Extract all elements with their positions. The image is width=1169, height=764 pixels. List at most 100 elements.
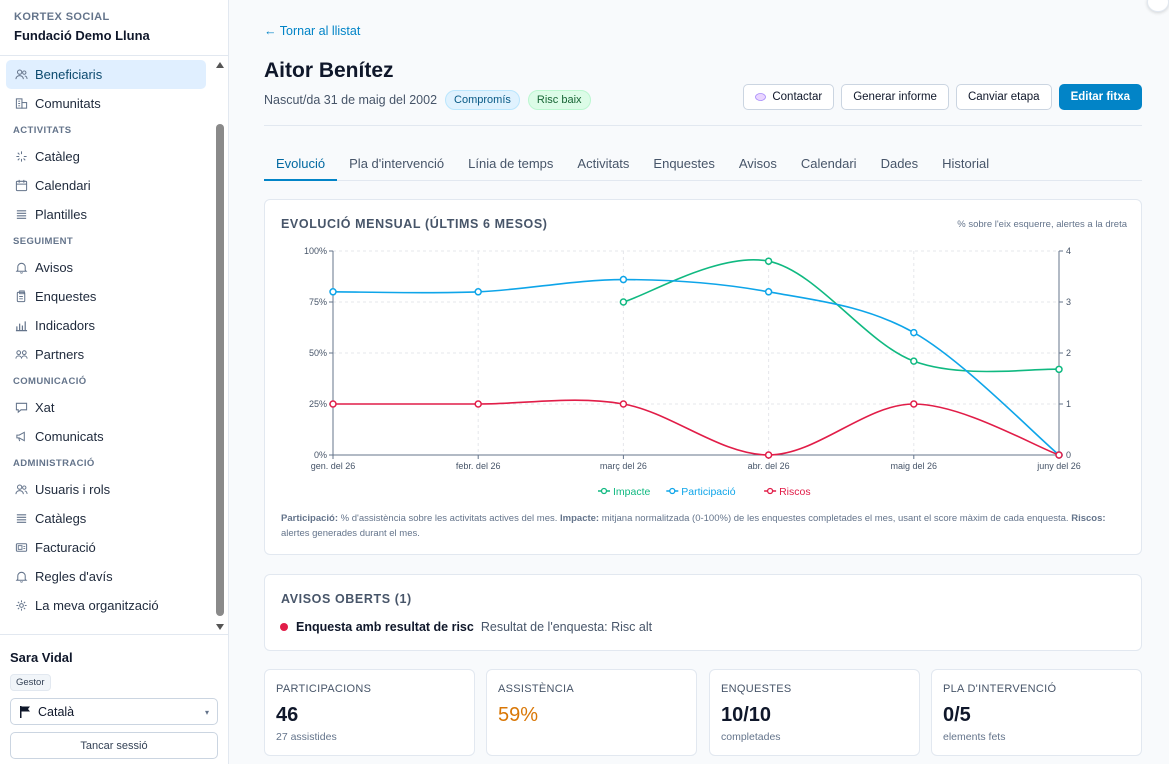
data-point-impacte <box>619 298 628 306</box>
evolution-line-chart: 0% 25% 50% 75% 100% 0 1 2 3 4 gen. del 26 febr. del… <box>304 246 1081 498</box>
risk-badge: Risc baix <box>527 90 591 110</box>
list-icon <box>14 208 28 222</box>
users-icon <box>14 68 28 82</box>
user-box: Sara Vidal Gestor Català ▾ Tancar sessió <box>0 634 229 764</box>
scroll-up-arrow-icon[interactable] <box>216 62 224 68</box>
series-line-participacio <box>332 278 1060 456</box>
kpi-label: ASSISTÈNCIA <box>498 683 575 695</box>
edit-profile-button[interactable]: Editar fitxa <box>1058 84 1142 110</box>
gear-icon <box>14 599 28 613</box>
footnote-risks-text: alertes generades durant el mes. <box>281 528 420 539</box>
header-divider <box>264 125 1142 126</box>
footnote-impact-label: Impacte: <box>560 513 600 524</box>
chat-icon <box>14 401 28 415</box>
sidebar-item-plantilles[interactable]: Plantilles <box>6 200 206 229</box>
sidebar-item-catalegs[interactable]: Catàlegs <box>6 504 206 533</box>
sidebar-item-label: Facturació <box>35 540 96 555</box>
data-point-riscos <box>764 451 773 459</box>
sidebar-item-usuaris-i-rols[interactable]: Usuaris i rols <box>6 475 206 504</box>
sidebar-item-avisos[interactable]: Avisos <box>6 253 206 282</box>
change-stage-button[interactable]: Canviar etapa <box>955 84 1052 110</box>
back-to-list-link[interactable]: ← Tornar al llistat <box>264 24 361 38</box>
building-icon <box>14 97 28 111</box>
users-icon <box>14 483 28 497</box>
y-right-tick-label: 0 <box>1066 450 1071 460</box>
y-left-tick-label: 75% <box>309 297 327 307</box>
header-actions: Contactar Generar informe Canviar etapa … <box>743 84 1142 110</box>
organization-name: Fundació Demo Lluna <box>14 28 150 43</box>
x-tick-label: abr. del 26 <box>748 461 790 471</box>
logout-button[interactable]: Tancar sessió <box>10 732 218 759</box>
chart-title: EVOLUCIÓ MENSUAL (ÚLTIMS 6 MESOS) <box>281 217 548 231</box>
contact-button[interactable]: Contactar <box>743 84 835 110</box>
sidebar-item-comunitats[interactable]: Comunitats <box>6 89 206 118</box>
alert-description: Resultat de l'enquesta: Risc alt <box>480 620 653 634</box>
scroll-thumb[interactable] <box>216 124 224 616</box>
tab-dades[interactable]: Dades <box>880 156 919 171</box>
sidebar-item-enquestes[interactable]: Enquestes <box>6 282 206 311</box>
birth-date: Nascut/da 31 de maig del 2002 <box>264 93 438 107</box>
sidebar-item-xat[interactable]: Xat <box>6 393 206 422</box>
main-content: ← Tornar al llistat Aitor Benítez Nascut… <box>229 0 1169 764</box>
kpi-participations: PARTICIPACIONS 46 27 assistides <box>264 669 475 756</box>
scroll-down-arrow-icon[interactable] <box>216 624 224 630</box>
sidebar-item-calendari[interactable]: Calendari <box>6 171 206 200</box>
tab-enquestes[interactable]: Enquestes <box>653 156 715 171</box>
sidebar-item-label: Regles d'avís <box>35 569 113 584</box>
generate-report-button[interactable]: Generar informe <box>841 84 949 110</box>
nav-section-label: ACTIVITATS <box>13 124 72 136</box>
alert-item[interactable]: Enquesta amb resultat de risc Resultat d… <box>280 620 652 634</box>
sidebar-item-comunicats[interactable]: Comunicats <box>6 422 206 451</box>
tab-pla-d-intervencio[interactable]: Pla d'intervenció <box>349 156 445 171</box>
sidebar-item-label: Comunitats <box>35 96 101 111</box>
y-left-tick-label: 100% <box>304 246 327 256</box>
flag-icon <box>20 705 30 718</box>
series-line-riscos <box>333 399 1060 456</box>
kpi-value: 46 <box>276 704 299 726</box>
legend-marker-riscos <box>766 487 774 495</box>
sidebar-item-la-meva-organitzacio[interactable]: La meva organització <box>6 591 206 620</box>
sidebar-item-regles-d-avis[interactable]: Regles d'avís <box>6 562 206 591</box>
kpi-intervention-plan: PLA D'INTERVENCIÓ 0/5 elements fets <box>931 669 1142 756</box>
tab-linia-de-temps[interactable]: Línia de temps <box>468 156 554 171</box>
sidebar-item-beneficiaris[interactable]: Beneficiaris <box>6 60 206 89</box>
sidebar: KORTEX SOCIAL Fundació Demo Lluna Benefi… <box>0 0 229 764</box>
floating-widget[interactable] <box>1147 0 1169 12</box>
megaphone-icon <box>14 430 28 444</box>
tab-calendari[interactable]: Calendari <box>800 156 857 171</box>
tab-activitats[interactable]: Activitats <box>577 156 630 171</box>
kpi-label: ENQUESTES <box>721 683 792 695</box>
bell-icon <box>14 261 28 275</box>
sidebar-scrollbar[interactable] <box>214 56 227 632</box>
sidebar-nav: Beneficiaris Comunitats ACTIVITATS Catàl… <box>0 56 212 632</box>
language-select[interactable]: Català ▾ <box>10 698 218 725</box>
language-value: Català <box>38 704 75 719</box>
sidebar-item-partners[interactable]: Partners <box>6 340 206 369</box>
kpi-subtext: completades <box>721 731 781 743</box>
data-point-riscos <box>474 400 482 408</box>
y-right-tick-label: 3 <box>1066 297 1071 307</box>
kpi-attendance: ASSISTÈNCIA 59% <box>486 669 697 756</box>
tab-avisos[interactable]: Avisos <box>738 156 777 171</box>
handshake-icon <box>14 348 28 362</box>
clipboard-icon <box>14 290 28 304</box>
brand-label: KORTEX SOCIAL <box>14 11 110 23</box>
tab-historial[interactable]: Historial <box>942 156 990 171</box>
kpi-subtext: 27 assistides <box>276 731 337 743</box>
sidebar-item-facturacio[interactable]: Facturació <box>6 533 206 562</box>
tab-evolucio[interactable]: Evolució <box>264 146 338 181</box>
y-left-tick-label: 25% <box>309 399 327 409</box>
footnote-impact-text: mitjana normalitzada (0-100%) de les enq… <box>599 513 1072 524</box>
sidebar-item-label: Catàlegs <box>35 511 87 526</box>
legend-label-participacio: Participació <box>681 486 735 498</box>
sidebar-item-cataleg[interactable]: Catàleg <box>6 142 206 171</box>
sidebar-item-label: Usuaris i rols <box>35 482 111 497</box>
y-right-tick-label: 2 <box>1066 348 1071 358</box>
kpi-value: 0/5 <box>943 704 971 726</box>
sidebar-item-indicadors[interactable]: Indicadors <box>6 311 206 340</box>
sidebar-item-label: Avisos <box>35 260 74 275</box>
nav-section-label: COMUNICACIÓ <box>13 375 87 387</box>
kpi-surveys: ENQUESTES 10/10 completades <box>709 669 920 756</box>
chart-axis-note: % sobre l'eix esquerre, alertes a la dre… <box>957 219 1127 230</box>
legend-label-riscos: Riscos <box>779 486 811 498</box>
